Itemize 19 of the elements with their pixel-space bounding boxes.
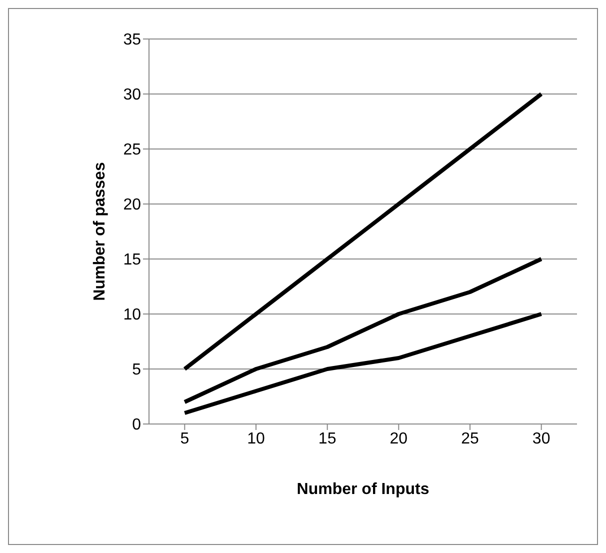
y-tick-label: 5 [132, 362, 142, 379]
line-series [182, 257, 544, 404]
y-tick-label: 0 [132, 416, 142, 434]
y-tick-label: 20 [123, 196, 142, 214]
x-tick-label: 30 [532, 430, 550, 448]
x-tick-label: 20 [390, 430, 408, 448]
y-tick-label: 35 [123, 32, 142, 49]
line-series [182, 92, 544, 371]
y-axis-title: Number of passes [92, 162, 109, 301]
y-tick-label: 15 [123, 252, 142, 269]
y-tick-label: 30 [123, 86, 142, 104]
line-series [182, 312, 544, 415]
x-tick-label: 10 [247, 430, 265, 448]
x-tick-label: 15 [318, 430, 336, 448]
y-tick-label: 10 [123, 306, 142, 324]
x-tick-label: 5 [180, 430, 190, 448]
y-tick-label: 25 [123, 142, 142, 159]
x-axis-title: Number of Inputs [296, 481, 430, 498]
x-tick-label: 25 [461, 430, 479, 448]
